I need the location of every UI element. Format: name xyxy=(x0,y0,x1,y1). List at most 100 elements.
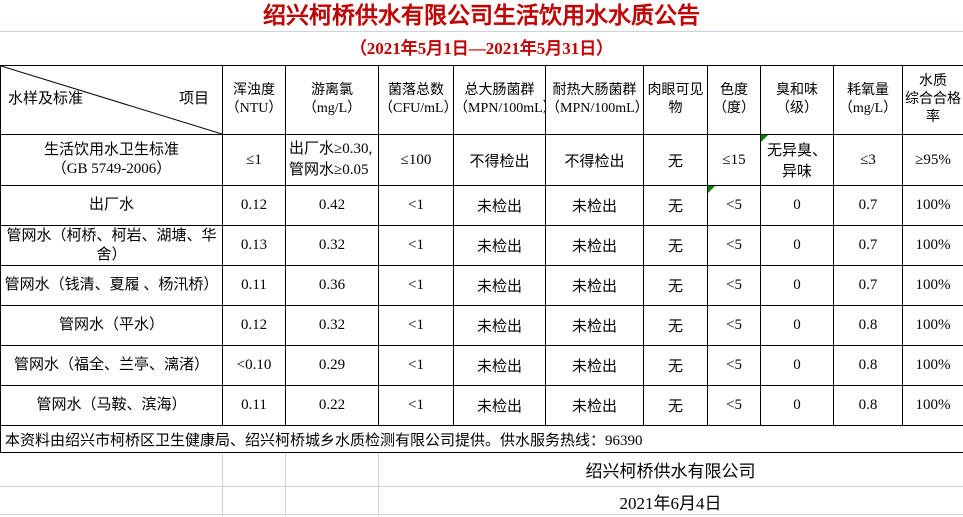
cell-value: <5 xyxy=(726,357,742,373)
standard-value-cell: ≤100 xyxy=(378,134,454,186)
cell-value: 0.8 xyxy=(858,317,878,333)
cell-value: 0.7 xyxy=(858,197,878,213)
value-cell: 0.29 xyxy=(285,345,379,386)
value-cell: 0.7 xyxy=(833,185,903,226)
cell-value: 0.36 xyxy=(318,277,346,293)
row-label: 管网水（福全、兰亭、漓渚） xyxy=(13,357,209,374)
column-header-label: 耐热大肠菌群 （MPN/100mL） xyxy=(546,82,644,116)
standard-value-cell: ≤1 xyxy=(222,134,286,186)
value-cell: 未检出 xyxy=(453,185,546,226)
corner-label-items: 项目 xyxy=(178,91,209,108)
value-cell: 0 xyxy=(760,385,834,426)
cell-value: <1 xyxy=(408,237,424,253)
value-cell: 0.8 xyxy=(833,385,903,426)
value-cell: 未检出 xyxy=(545,185,644,226)
standard-value: 出厂水≥0.30, 管网水≥0.05 xyxy=(289,141,373,178)
standard-value: 无 xyxy=(667,153,683,170)
cell-value: <1 xyxy=(408,197,424,213)
column-header-label: 色度 （度） xyxy=(713,82,755,116)
value-cell: 无 xyxy=(643,265,708,306)
signature-date: 2021年6月4日 xyxy=(619,494,722,513)
cell-value: 0.8 xyxy=(858,357,878,373)
value-cell: 100% xyxy=(902,385,963,426)
cell-value: 0 xyxy=(793,277,801,293)
cell-value: 未检出 xyxy=(476,399,522,415)
standard-value: 不得检出 xyxy=(469,153,530,170)
standard-value-cell: 不得检出 xyxy=(545,134,644,186)
standard-value-cell: ≥95% xyxy=(902,134,963,186)
value-cell: 0 xyxy=(760,185,834,226)
standard-value-cell: 出厂水≥0.30, 管网水≥0.05 xyxy=(285,134,379,186)
cell-value: 未检出 xyxy=(571,399,617,415)
row-label: 管网水（钱清、夏履 、杨汛桥） xyxy=(4,277,219,294)
value-cell: 0.12 xyxy=(222,305,286,346)
column-header-cell: 菌落总数 （CFU/mL） xyxy=(378,65,454,135)
cell-value: <5 xyxy=(726,317,742,333)
value-cell: 0.8 xyxy=(833,345,903,386)
row-label-cell: 管网水（钱清、夏履 、杨汛桥） xyxy=(0,265,223,306)
report-period: （2021年5月1日—2021年5月31日） xyxy=(349,39,614,58)
standard-value: ≤15 xyxy=(722,151,746,168)
cell-value: 无 xyxy=(667,399,683,415)
cell-value: 100% xyxy=(915,357,951,373)
cell-value: 未检出 xyxy=(476,279,522,295)
value-cell: 0.32 xyxy=(285,225,379,266)
corner-label-samples: 水样及标准 xyxy=(8,91,84,108)
cell-value: 100% xyxy=(915,317,951,333)
standard-value-cell: 无 xyxy=(643,134,708,186)
value-cell: <1 xyxy=(378,185,454,226)
value-cell: 0 xyxy=(760,265,834,306)
table-row: 管网水（钱清、夏履 、杨汛桥） 0.11 0.36 <1 未检出 未检出 无 <5 0 0.7 10… xyxy=(0,265,963,306)
value-cell: 0.7 xyxy=(833,265,903,306)
value-cell: <1 xyxy=(378,385,454,426)
column-header-label: 游离氯 （mg/L） xyxy=(302,82,362,116)
value-cell: 未检出 xyxy=(453,385,546,426)
value-cell: 无 xyxy=(643,305,708,346)
value-cell: 未检出 xyxy=(545,385,644,426)
value-cell: 无 xyxy=(643,225,708,266)
column-header-cell: 浑浊度 （NTU） xyxy=(222,65,286,135)
cell-value: 0 xyxy=(793,197,801,213)
column-header-label: 肉眼可见物 xyxy=(647,82,704,116)
row-label: 出厂水 xyxy=(88,197,134,214)
cell-value: 未检出 xyxy=(571,199,617,215)
cell-value: 无 xyxy=(667,359,683,375)
column-header-label: 水质 综合合格率 xyxy=(905,73,961,126)
value-cell: 100% xyxy=(902,265,963,306)
column-header-cell: 肉眼可见物 xyxy=(643,65,708,135)
cell-value: 未检出 xyxy=(476,239,522,255)
cell-value: 0.12 xyxy=(240,197,268,213)
row-label: 管网水（马鞍、滨海） xyxy=(36,397,187,414)
standard-value: 无异臭、 异味 xyxy=(766,143,827,180)
table-row: 管网水（福全、兰亭、漓渚） <0.10 0.29 <1 未检出 未检出 无 <5 0 0.8 100… xyxy=(0,345,963,386)
footer-gridline-vertical xyxy=(285,453,286,516)
value-cell: 100% xyxy=(902,305,963,346)
value-cell: <0.10 xyxy=(222,345,286,386)
value-cell: 0 xyxy=(760,345,834,386)
standard-value: ≤100 xyxy=(400,151,432,168)
value-cell: <1 xyxy=(378,345,454,386)
green-triangle-marker xyxy=(708,186,715,193)
cell-value: 0.7 xyxy=(858,237,878,253)
column-header-cell: 耐热大肠菌群 （MPN/100mL） xyxy=(545,65,644,135)
corner-header-cell: 水样及标准 项目 xyxy=(0,65,223,135)
cell-value: <5 xyxy=(726,237,742,253)
cell-value: 无 xyxy=(667,239,683,255)
column-header-cell: 色度 （度） xyxy=(707,65,761,135)
value-cell: 未检出 xyxy=(453,345,546,386)
standard-value: ≤3 xyxy=(860,151,876,168)
cell-value: 0.42 xyxy=(318,197,346,213)
cell-value: 无 xyxy=(667,279,683,295)
cell-value: 0.11 xyxy=(241,397,267,413)
column-header-label: 总大肠菌群 （MPN/100mL） xyxy=(454,82,545,116)
column-header-cell: 耗氧量 （mg/L） xyxy=(833,65,903,135)
table-row: 管网水（马鞍、滨海） 0.11 0.22 <1 未检出 未检出 无 <5 0 0.8 100% xyxy=(0,385,963,426)
row-label: 管网水（平水） xyxy=(58,317,164,334)
row-label-cell: 出厂水 xyxy=(0,185,223,226)
cell-value: 未检出 xyxy=(476,359,522,375)
cell-value: 0.12 xyxy=(240,317,268,333)
value-cell: 0.13 xyxy=(222,225,286,266)
value-cell: 0 xyxy=(760,225,834,266)
value-cell: 0.42 xyxy=(285,185,379,226)
cell-value: <0.10 xyxy=(236,357,272,373)
